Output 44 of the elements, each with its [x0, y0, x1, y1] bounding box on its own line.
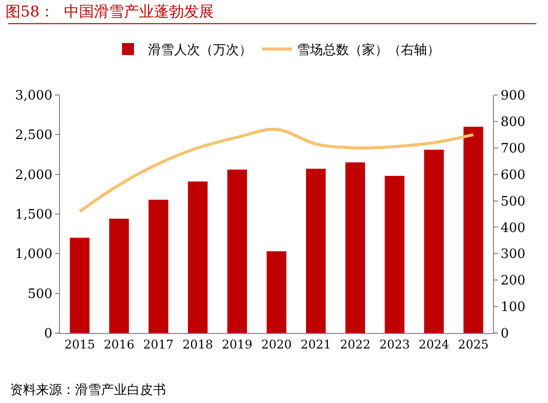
y-tick-label: 3,000 [15, 88, 52, 104]
bar [70, 238, 90, 333]
y-tick-label: 1,500 [15, 208, 52, 223]
x-tick-label: 2016 [104, 337, 134, 352]
y-tick-label: 0 [44, 326, 52, 342]
x-tick-label: 2022 [340, 337, 371, 352]
legend-label: 雪场总数（家）（右轴） [297, 42, 440, 58]
x-tick-label: 2024 [418, 337, 450, 352]
bar [266, 251, 286, 333]
x-tick-label: 2019 [222, 337, 252, 352]
y2-tick-label: 100 [500, 300, 526, 316]
y-tick-label: 1,000 [15, 247, 52, 262]
x-tick-label: 2021 [300, 337, 332, 352]
y2-tick-label: 0 [500, 326, 509, 342]
x-tick-label: 2015 [64, 337, 95, 352]
bar [227, 170, 247, 333]
legend-label: 滑雪人次（万次） [148, 43, 252, 58]
x-tick-label: 2025 [458, 337, 489, 352]
y2-tick-label: 600 [500, 168, 526, 183]
y-tick-label: 500 [28, 286, 52, 302]
y2-tick-label: 500 [500, 194, 526, 210]
x-tick-label: 2018 [182, 337, 214, 352]
y2-tick-label: 900 [500, 88, 526, 104]
y-tick-label: 2,500 [15, 128, 52, 144]
text: 资料来源：滑雪产业白皮书 [10, 383, 166, 398]
bar [463, 126, 484, 333]
y2-tick-label: 800 [500, 114, 526, 130]
x-tick-label: 2023 [379, 337, 410, 352]
x-tick-label: 2020 [261, 337, 292, 352]
y2-tick-label: 200 [500, 274, 526, 289]
bar [424, 150, 444, 333]
chart-title: 图58： 中国滑雪产业蓬勃发展 [5, 2, 214, 21]
bar [306, 168, 326, 333]
bar [148, 200, 168, 333]
y2-tick-label: 300 [500, 247, 526, 262]
y2-tick-label: 400 [500, 220, 526, 236]
y2-tick-label: 700 [500, 141, 526, 156]
bar [188, 181, 208, 333]
line-series [78, 128, 475, 213]
bar [345, 162, 366, 333]
bar [384, 176, 404, 333]
x-tick-label: 2017 [143, 337, 174, 352]
bar [109, 218, 129, 333]
y-tick-label: 2,000 [15, 168, 52, 183]
